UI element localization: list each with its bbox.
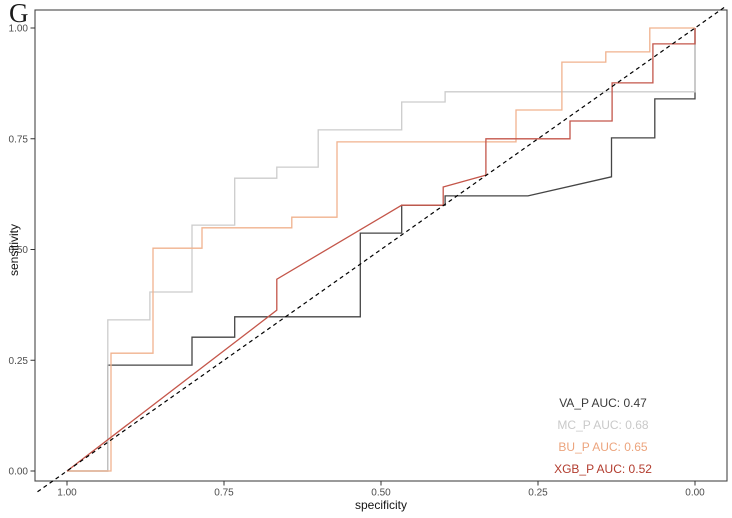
roc-curve-VA_P [67,28,696,472]
x-tick-label: 1.00 [57,488,77,499]
legend-entry-VA_P: VA_P AUC: 0.47 [559,396,647,410]
legend-entry-BU_P: BU_P AUC: 0.65 [558,440,648,454]
x-tick-label: 0.50 [371,488,391,499]
y-tick-label: 0.00 [9,467,29,478]
y-axis-title: sensitivity [7,223,21,277]
y-tick-label: 0.75 [9,134,29,145]
x-tick-label: 0.00 [685,488,705,499]
roc-curve-BU_P [67,27,695,472]
roc-curve-MC_P [67,28,696,472]
x-tick-label: 0.25 [528,488,548,499]
y-tick-label: 1.00 [9,24,29,35]
legend-entry-MC_P: MC_P AUC: 0.68 [557,418,649,432]
y-tick-label: 0.50 [9,245,29,256]
x-axis-ticks: 1.00 0.75 0.50 0.25 0.00 [57,481,705,499]
panel-label: G [9,0,29,28]
panel-border [34,9,728,482]
roc-curve-XGB_P [66,28,696,472]
y-axis-ticks: 0.00 0.25 0.50 0.75 1.00 [9,24,35,478]
x-tick-label: 0.75 [214,488,234,499]
y-tick-label: 0.25 [9,356,29,367]
legend-entry-XGB_P: XGB_P AUC: 0.52 [554,462,652,476]
x-axis-title: specificity [354,498,408,512]
